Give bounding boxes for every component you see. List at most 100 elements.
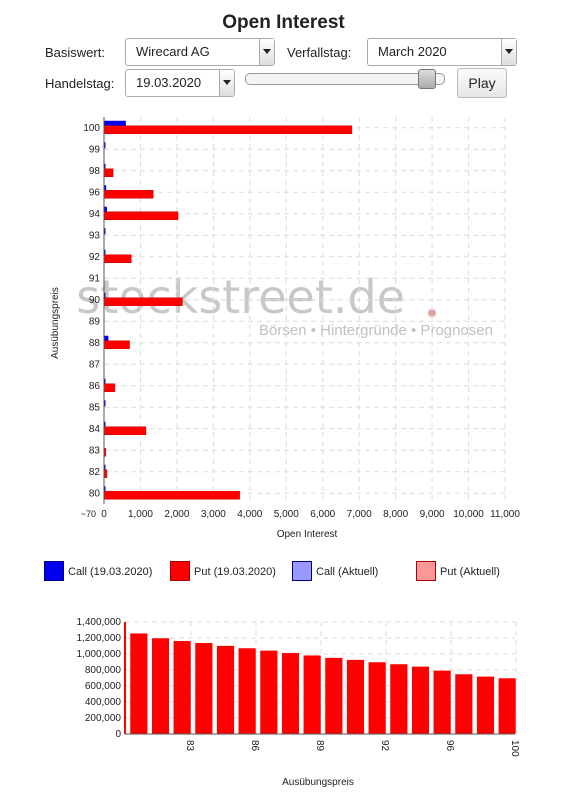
call-bar bbox=[104, 335, 109, 342]
watermark-logo: stockstreet.de bbox=[76, 270, 405, 324]
total-bar bbox=[389, 663, 408, 735]
total-bar bbox=[151, 637, 170, 735]
y-tick-label: 82 bbox=[89, 467, 101, 478]
call-bar bbox=[104, 185, 107, 192]
call-bar bbox=[104, 228, 106, 235]
put-bar bbox=[103, 426, 147, 435]
chevron-down-icon bbox=[501, 39, 516, 65]
put-bar bbox=[103, 297, 183, 306]
total-bar bbox=[303, 654, 322, 735]
total-bar bbox=[454, 673, 473, 735]
x-tick-label: 96 bbox=[444, 740, 455, 752]
y-tick-label: 100 bbox=[83, 123, 100, 134]
y-tick-label: 90 bbox=[89, 295, 101, 306]
total-open-interest-chart: 0 200,000 400,000 600,000 800,000 1,000,000 1,… bbox=[77, 617, 521, 788]
page-title: Open Interest bbox=[222, 12, 345, 33]
x-tick-label: 9,000 bbox=[420, 509, 445, 520]
call-bar bbox=[104, 292, 106, 299]
y-tick-label: 1,200,000 bbox=[77, 633, 122, 644]
x-tick-label: 7,000 bbox=[347, 509, 372, 520]
call-bar bbox=[104, 142, 106, 149]
x-tick-label: 6,000 bbox=[310, 509, 335, 520]
y-tick-label: 99 bbox=[89, 144, 101, 155]
y-tick-label: 0 bbox=[115, 729, 121, 740]
put-bar bbox=[103, 190, 154, 199]
y-tick-label: 400,000 bbox=[85, 697, 122, 708]
put-bar bbox=[103, 383, 116, 392]
y-tick-label: 1,400,000 bbox=[77, 617, 122, 628]
y-tick-label: 86 bbox=[89, 381, 101, 392]
x-tick-label: 1,000 bbox=[128, 509, 153, 520]
basiswert-value: Wirecard AG bbox=[136, 44, 210, 59]
total-bar bbox=[368, 661, 387, 735]
y-tick-label: 89 bbox=[89, 316, 101, 327]
x-tick-label: 92 bbox=[379, 740, 390, 752]
x-tick-label: 11,000 bbox=[490, 509, 520, 520]
total-bar bbox=[281, 652, 300, 735]
x-tick-label: 83 bbox=[184, 740, 195, 752]
total-bar bbox=[498, 677, 517, 735]
x-tick-label: 10,000 bbox=[453, 509, 484, 520]
verfallstag-value: March 2020 bbox=[378, 44, 447, 59]
call-bar bbox=[104, 163, 106, 170]
y-tick-label: 1,000,000 bbox=[77, 649, 122, 660]
total-bar bbox=[433, 670, 452, 735]
y-tick-label: 92 bbox=[89, 252, 101, 263]
x-tick-label: 2,000 bbox=[164, 509, 189, 520]
x-tick-label: 4,000 bbox=[237, 509, 262, 520]
basiswert-label: Basiswert: bbox=[45, 45, 105, 60]
y-axis-label: Ausübungspreis bbox=[50, 287, 61, 359]
y-tick-label: 85 bbox=[89, 402, 101, 413]
total-bar bbox=[216, 645, 235, 735]
put-bar bbox=[103, 211, 179, 220]
total-bar bbox=[259, 650, 278, 735]
total-bar bbox=[173, 640, 192, 735]
y-tick-label: 87 bbox=[89, 359, 101, 370]
legend-label[interactable]: Put (19.03.2020) bbox=[194, 566, 276, 578]
date-slider-handle[interactable] bbox=[417, 69, 436, 89]
legend-swatch[interactable] bbox=[170, 561, 190, 581]
total-bar bbox=[238, 647, 257, 735]
total-bar bbox=[129, 632, 148, 735]
y-tick-label: 600,000 bbox=[85, 681, 122, 692]
call-bar bbox=[104, 378, 106, 385]
y-tick-label: 83 bbox=[89, 445, 101, 456]
legend-swatch[interactable] bbox=[292, 561, 312, 581]
play-button[interactable]: Play bbox=[457, 68, 507, 98]
handelstag-select[interactable]: 19.03.2020 bbox=[125, 69, 235, 97]
y-tick-label: 96 bbox=[89, 187, 101, 198]
put-bar bbox=[103, 340, 130, 349]
call-bar bbox=[104, 464, 106, 471]
x-tick-label: 100 bbox=[509, 740, 520, 757]
y-tick-label: 200,000 bbox=[85, 713, 122, 724]
total-bar bbox=[324, 657, 343, 735]
y-tick-label: 94 bbox=[89, 209, 101, 220]
watermark-dot bbox=[428, 309, 436, 317]
total-bar bbox=[476, 676, 495, 735]
legend-label[interactable]: Call (19.03.2020) bbox=[68, 566, 153, 578]
y-tick-label: 98 bbox=[89, 166, 101, 177]
y-tick-label-cut: ~70 bbox=[81, 509, 96, 519]
legend-label[interactable]: Put (Aktuell) bbox=[440, 566, 500, 578]
y-tick-label: 84 bbox=[89, 424, 101, 435]
basiswert-select[interactable]: Wirecard AG bbox=[125, 38, 275, 66]
x-tick-label: 3,000 bbox=[201, 509, 226, 520]
verfallstag-select[interactable]: March 2020 bbox=[367, 38, 517, 66]
chevron-down-icon bbox=[219, 70, 234, 96]
legend-swatch[interactable] bbox=[416, 561, 436, 581]
x-tick-label: 8,000 bbox=[383, 509, 408, 520]
x-tick-label: 89 bbox=[314, 740, 325, 752]
x-tick-label: 86 bbox=[249, 740, 260, 752]
chevron-down-icon bbox=[259, 39, 274, 65]
y-tick-label: 88 bbox=[89, 338, 101, 349]
verfallstag-label: Verfallstag: bbox=[287, 45, 352, 60]
y-tick-label: 91 bbox=[89, 273, 101, 284]
legend-label[interactable]: Call (Aktuell) bbox=[316, 566, 379, 578]
call-bar bbox=[104, 400, 106, 407]
call-bar bbox=[104, 486, 106, 493]
date-slider-track[interactable] bbox=[245, 73, 445, 85]
y-tick-label: 93 bbox=[89, 230, 101, 241]
y-tick-label: 800,000 bbox=[85, 665, 122, 676]
legend-swatch[interactable] bbox=[44, 561, 64, 581]
handelstag-label: Handelstag: bbox=[45, 76, 115, 91]
